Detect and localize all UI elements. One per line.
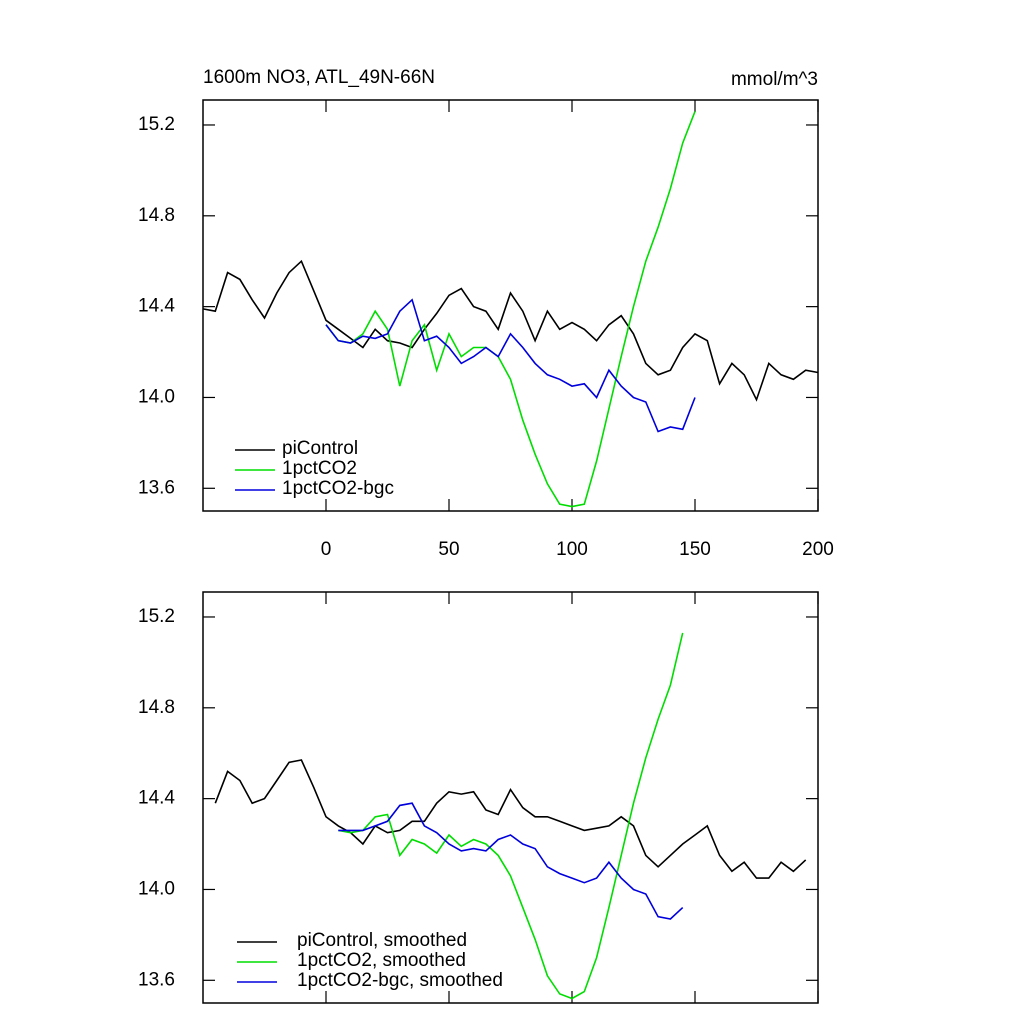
y-tick-label: 14.4 <box>138 296 175 317</box>
y-tick-label: 13.6 <box>138 477 175 498</box>
legend-label: 1pctCO2, smoothed <box>297 950 466 971</box>
x-tick-label: 200 <box>802 539 834 560</box>
y-tick-label: 14.0 <box>138 386 175 407</box>
y-tick-label: 15.2 <box>138 606 175 627</box>
series-line <box>338 802 684 920</box>
y-tick-label: 15.2 <box>138 114 175 135</box>
legend-label: piControl <box>282 438 358 459</box>
series-line <box>325 298 696 433</box>
legend-label: 1pctCO2-bgc <box>282 478 394 499</box>
y-tick-label: 14.0 <box>138 878 175 899</box>
x-tick-label: 0 <box>321 539 332 560</box>
y-tick-label: 14.4 <box>138 788 175 809</box>
y-tick-label: 14.8 <box>138 205 175 226</box>
y-tick-label: 14.8 <box>138 697 175 718</box>
units-label: mmol/m^3 <box>731 69 818 90</box>
legend-label: piControl, smoothed <box>297 930 467 951</box>
series-line <box>338 632 684 1000</box>
legend-label: 1pctCO2 <box>282 458 357 479</box>
series-line <box>325 111 696 508</box>
series-line <box>214 759 807 879</box>
x-tick-label: 50 <box>438 539 459 560</box>
plot-frame <box>202 591 819 1004</box>
legend-label: 1pctCO2-bgc, smoothed <box>297 970 503 991</box>
chart-title: 1600m NO3, ATL_49N-66N <box>203 67 435 88</box>
y-tick-label: 13.6 <box>138 969 175 990</box>
series-line <box>202 259 819 402</box>
x-tick-label: 150 <box>679 539 711 560</box>
plot-frame <box>202 99 819 512</box>
x-tick-label: 100 <box>556 539 588 560</box>
